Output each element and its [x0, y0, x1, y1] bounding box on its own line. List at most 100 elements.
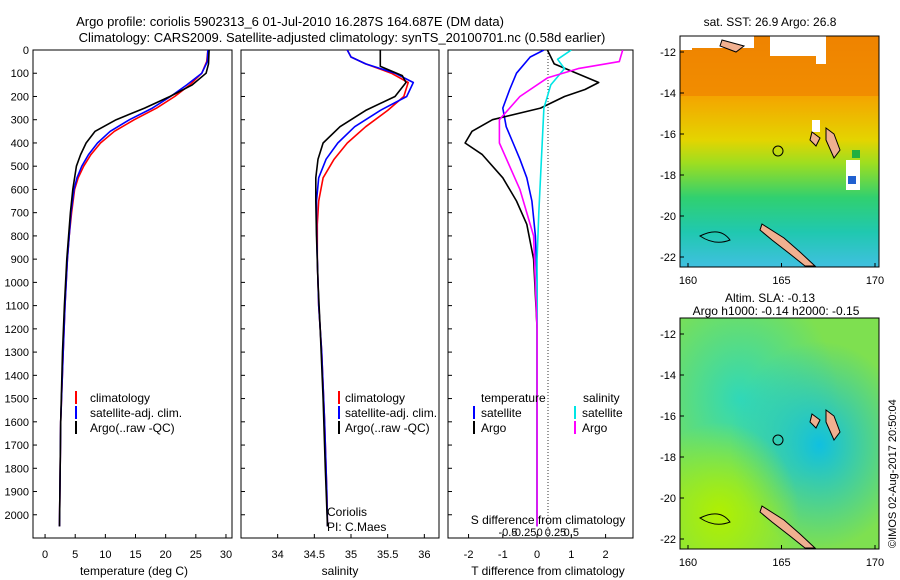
top-x-tick-label: 0.25	[545, 527, 566, 539]
sst-missing-data	[816, 36, 826, 64]
y-tick-label: 1800	[5, 463, 29, 475]
legend-argo-label: Argo(..raw -QC)	[90, 421, 175, 435]
island-outline	[809, 413, 821, 429]
salinity-xlabel: salinity	[322, 564, 359, 578]
map-lat-label: -12	[660, 329, 676, 341]
credit-pi: PI: C.Maes	[327, 520, 386, 534]
y-tick-label: 1200	[5, 324, 29, 336]
legend-temperature-heading: temperature	[481, 391, 546, 405]
map-lon-label: 165	[772, 275, 790, 287]
island-outline	[825, 409, 841, 441]
sst-map: sat. SST: 26.9 Argo: 26.8 -12 -14 -16 -18 -2…	[660, 15, 884, 287]
map-lat-label: -22	[660, 252, 676, 264]
y-tick-label: 300	[11, 115, 29, 127]
x-tick-label: 30	[220, 549, 232, 561]
temperature-panel-frame	[32, 49, 233, 539]
figure-title-line1: Argo profile: coriolis 5902313_6 01-Jul-…	[76, 14, 504, 29]
map-lat-label: -14	[660, 370, 676, 382]
map-lon-label: 165	[772, 557, 790, 569]
sst-missing-data	[846, 160, 860, 190]
legend-climatology-label: climatology	[90, 391, 150, 405]
x-tick-label: 34.5	[304, 549, 325, 561]
difference-top-label: S difference from climatology	[471, 513, 626, 527]
y-tick-label: 1700	[5, 440, 29, 452]
map-lon-label: 160	[679, 275, 697, 287]
island-outline	[759, 505, 817, 549]
sst-map-frame	[679, 35, 880, 268]
series-line-satellite-adj-clim	[58, 50, 209, 527]
salinity-panel: 34 34.5 35 35.5 36 salinity climatology sate…	[240, 49, 440, 578]
y-tick-label: 1900	[5, 487, 29, 499]
x-tick-label: 15	[129, 549, 141, 561]
x-tick-label: 36	[418, 549, 430, 561]
x-tick-label: 5	[72, 549, 78, 561]
map-lat-label: -16	[660, 411, 676, 423]
map-lat-label: -20	[660, 211, 676, 223]
temperature-xlabel: temperature (deg C)	[80, 564, 188, 578]
credit-institution: Coriolis	[327, 505, 367, 519]
difference-panel-frame	[447, 49, 634, 539]
argo-position-marker	[772, 145, 784, 157]
legend-satellite-label: satellite-adj. clim.	[90, 406, 182, 420]
y-tick-label: 0	[23, 45, 29, 57]
sla-map-title-line2: Argo h1000: -0.14 h2000: -0.15	[693, 304, 860, 318]
x-tick-label: 20	[160, 549, 172, 561]
sst-map-title: sat. SST: 26.9 Argo: 26.8	[704, 15, 837, 29]
x-tick-label: 34	[272, 549, 284, 561]
sst-cold-cell	[852, 150, 860, 158]
y-tick-label: 100	[11, 68, 29, 80]
x-tick-label: 0	[42, 549, 48, 561]
map-lon-label: 160	[679, 557, 697, 569]
reef-outline	[699, 231, 731, 243]
y-tick-label: 1100	[5, 301, 29, 313]
temperature-panel: 0100200300400500600700800900100011001200…	[5, 45, 233, 578]
map-lat-label: -14	[660, 88, 676, 100]
argo-position-marker	[772, 434, 784, 446]
difference-panel: -2 -1 0 1 2-0.5-0.25 0 0.250.5 S difference fr…	[447, 49, 634, 578]
legend-temp-argo-label: Argo	[481, 421, 507, 435]
top-x-tick-label: -0.5	[498, 527, 517, 539]
x-tick-label: 2	[603, 549, 609, 561]
map-lon-label: 170	[866, 557, 884, 569]
map-lat-label: -16	[660, 129, 676, 141]
x-tick-label: 35.5	[377, 549, 398, 561]
figure-title-line2: Climatology: CARS2009. Satellite-adjuste…	[79, 30, 606, 45]
legend-sal-argo-label: Argo	[582, 421, 608, 435]
series-line-argo-raw-qc	[314, 50, 407, 527]
island-outline	[809, 131, 821, 147]
y-tick-label: 500	[11, 161, 29, 173]
series-line-satellite-adj-clim	[315, 50, 415, 527]
y-tick-label: 900	[11, 254, 29, 266]
x-tick-label: 1	[568, 549, 574, 561]
x-tick-label: 35	[345, 549, 357, 561]
x-tick-label: 25	[190, 549, 202, 561]
sla-field-overlay	[680, 318, 879, 549]
island-outline	[759, 223, 817, 267]
map-lat-label: -18	[660, 170, 676, 182]
series-line-climatology	[58, 50, 209, 527]
island-outline	[825, 127, 841, 159]
salinity-legend: climatology satellite-adj. clim. Argo(..…	[338, 391, 437, 435]
sla-map-title-line1: Altim. SLA: -0.13	[725, 291, 815, 305]
sst-missing-data	[812, 120, 820, 132]
x-tick-label: -1	[498, 549, 508, 561]
x-tick-label: -2	[464, 549, 474, 561]
x-tick-label: 0	[534, 549, 540, 561]
y-tick-label: 600	[11, 184, 29, 196]
sst-cold-cell	[848, 176, 856, 184]
x-tick-label: 10	[99, 549, 111, 561]
temperature-legend: climatology satellite-adj. clim. Argo(..…	[75, 391, 182, 435]
top-x-tick-label: 0.5	[564, 527, 579, 539]
series-line-salinity-satellite	[536, 50, 572, 527]
top-x-tick-label: 0	[537, 527, 543, 539]
salinity-panel-frame	[240, 49, 440, 539]
y-tick-label: 800	[11, 231, 29, 243]
y-tick-label: 2000	[5, 510, 29, 522]
map-lat-label: -18	[660, 452, 676, 464]
island-outline	[719, 39, 746, 53]
difference-legend: temperature salinity satellite satellite…	[473, 391, 623, 435]
sst-missing-data	[680, 36, 692, 50]
y-tick-label: 1300	[5, 347, 29, 359]
legend-sal-satellite-label: satellite	[582, 406, 623, 420]
